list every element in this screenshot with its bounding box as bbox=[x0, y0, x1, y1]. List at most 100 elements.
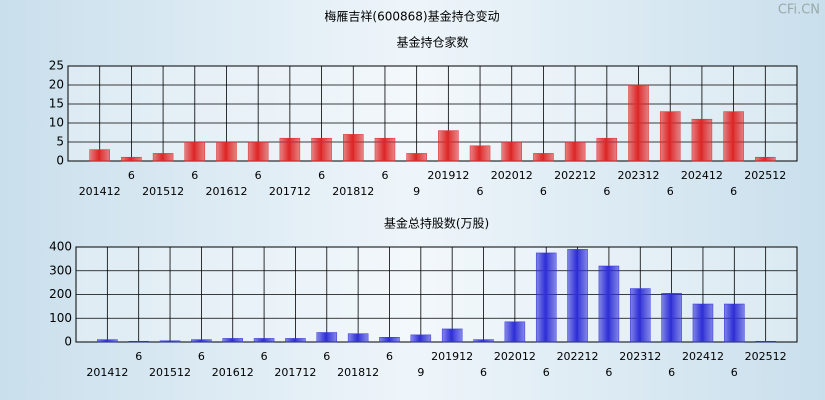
x-tick-label: 6 bbox=[731, 366, 738, 379]
bar bbox=[253, 338, 275, 343]
x-tick-label: 9 bbox=[413, 185, 420, 198]
bar bbox=[406, 153, 427, 162]
x-tick-label: 6 bbox=[261, 350, 268, 363]
x-tick-label: 202512 bbox=[745, 350, 787, 363]
x-tick-label: 202012 bbox=[491, 169, 533, 182]
bar bbox=[343, 134, 364, 162]
bar bbox=[501, 141, 522, 162]
bar bbox=[598, 265, 620, 343]
bar bbox=[441, 328, 463, 343]
y-tick-label: 10 bbox=[49, 116, 64, 130]
x-tick-label: 6 bbox=[135, 350, 142, 363]
x-tick-label: 201812 bbox=[337, 366, 379, 379]
y-tick-label: 100 bbox=[49, 311, 72, 325]
x-tick-label: 6 bbox=[480, 366, 487, 379]
x-tick-label: 201912 bbox=[427, 169, 469, 182]
x-tick-label: 202512 bbox=[744, 169, 786, 182]
bar bbox=[596, 137, 618, 162]
x-tick-label: 201512 bbox=[149, 366, 191, 379]
y-tick-label: 0 bbox=[56, 154, 64, 168]
x-tick-label: 201712 bbox=[274, 366, 316, 379]
bar bbox=[89, 149, 110, 162]
x-tick-label: 201712 bbox=[269, 185, 311, 198]
bar bbox=[438, 130, 459, 162]
y-tick-label: 5 bbox=[56, 135, 64, 149]
bar bbox=[311, 137, 332, 162]
x-tick-label: 6 bbox=[477, 185, 484, 198]
x-tick-label: 6 bbox=[128, 169, 135, 182]
y-tick-label: 400 bbox=[49, 240, 72, 254]
bar bbox=[128, 341, 149, 343]
bar bbox=[692, 303, 714, 343]
bar bbox=[567, 249, 588, 343]
y-tick-label: 200 bbox=[49, 287, 72, 301]
bar bbox=[755, 156, 776, 162]
bar bbox=[216, 141, 237, 162]
x-tick-label: 202312 bbox=[619, 350, 661, 363]
x-tick-label: 6 bbox=[605, 366, 612, 379]
y-tick-label: 15 bbox=[49, 97, 64, 111]
x-tick-label: 6 bbox=[191, 169, 198, 182]
bar bbox=[723, 111, 744, 162]
x-tick-label: 201912 bbox=[431, 350, 473, 363]
bar bbox=[661, 293, 682, 343]
x-tick-label: 6 bbox=[255, 169, 262, 182]
x-tick-label: 6 bbox=[668, 366, 675, 379]
bar bbox=[184, 141, 206, 162]
bar bbox=[191, 339, 212, 343]
x-tick-label: 201612 bbox=[205, 185, 247, 198]
bar bbox=[222, 338, 243, 343]
x-tick-label: 6 bbox=[667, 185, 674, 198]
y-tick-label: 300 bbox=[49, 263, 72, 277]
x-tick-label: 6 bbox=[386, 350, 393, 363]
bar bbox=[755, 341, 776, 343]
bar bbox=[564, 141, 586, 162]
x-tick-label: 6 bbox=[198, 350, 205, 363]
bar bbox=[473, 339, 494, 343]
x-tick-label: 6 bbox=[323, 350, 330, 363]
watermark: CFi.CN bbox=[778, 3, 820, 18]
x-tick-label: 6 bbox=[730, 185, 737, 198]
bar bbox=[659, 111, 681, 162]
x-tick-label: 202212 bbox=[557, 350, 599, 363]
x-tick-label: 6 bbox=[540, 185, 547, 198]
bar bbox=[247, 141, 269, 162]
chart-title: 基金持仓家数 bbox=[396, 35, 468, 50]
bar bbox=[121, 156, 142, 162]
y-tick-label: 25 bbox=[49, 59, 64, 73]
bar bbox=[691, 118, 713, 162]
x-tick-label: 201612 bbox=[212, 366, 254, 379]
x-tick-label: 202012 bbox=[494, 350, 536, 363]
x-tick-label: 6 bbox=[381, 169, 388, 182]
y-tick-label: 0 bbox=[64, 335, 72, 349]
bar bbox=[285, 338, 306, 343]
x-tick-label: 201512 bbox=[142, 185, 184, 198]
x-tick-label: 6 bbox=[603, 185, 610, 198]
page-title: 梅雁吉祥(600868)基金持仓变动 bbox=[324, 9, 499, 24]
bar bbox=[97, 339, 118, 343]
bar bbox=[469, 145, 491, 162]
x-tick-label: 201412 bbox=[79, 185, 121, 198]
bar bbox=[316, 332, 338, 343]
y-tick-label: 20 bbox=[49, 78, 64, 92]
x-tick-label: 202412 bbox=[682, 350, 724, 363]
bar bbox=[279, 137, 301, 162]
bar bbox=[159, 340, 181, 343]
bar bbox=[410, 334, 432, 343]
bar bbox=[628, 84, 649, 162]
bar bbox=[152, 153, 174, 162]
x-tick-label: 202212 bbox=[554, 169, 596, 182]
bar bbox=[630, 288, 651, 343]
bar bbox=[347, 333, 369, 343]
bar bbox=[504, 321, 526, 343]
x-tick-label: 6 bbox=[543, 366, 550, 379]
chart-title: 基金总持股数(万股) bbox=[384, 216, 489, 231]
x-tick-label: 9 bbox=[417, 366, 424, 379]
plot-area bbox=[67, 65, 798, 162]
x-tick-label: 202412 bbox=[681, 169, 723, 182]
x-tick-label: 202312 bbox=[618, 169, 660, 182]
bar bbox=[379, 337, 400, 343]
x-tick-label: 201812 bbox=[332, 185, 374, 198]
